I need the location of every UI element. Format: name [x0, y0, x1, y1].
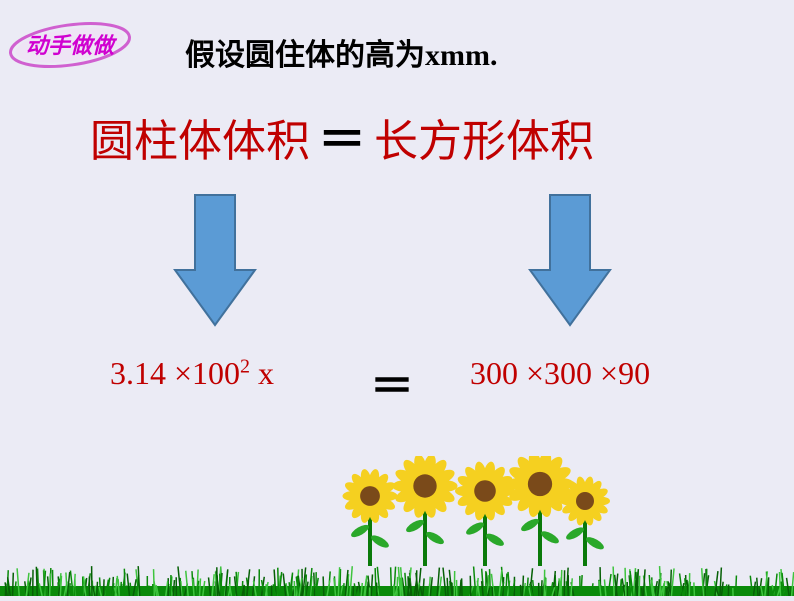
badge-text: 动手做做 [26, 33, 118, 58]
formula-left-text: 3.14 ×100 [110, 355, 240, 391]
arrow-left [170, 190, 260, 330]
formula-left-sup: 2 [240, 355, 250, 377]
arrow-right [525, 190, 615, 330]
equation-right: 长方形体积 [374, 117, 594, 166]
formula-left: 3.14 ×1002 x [110, 355, 274, 392]
equation-left: 圆柱体体积 [90, 117, 310, 166]
assumption-suffix: . [490, 39, 498, 72]
sunflowers-decoration [330, 456, 610, 576]
formula-left-tail: x [250, 355, 274, 391]
assumption-prefix: 假设圆住体的高为 [185, 39, 425, 72]
formula-right: 300 ×300 ×90 [470, 355, 650, 392]
assumption-text: 假设圆住体的高为xmm. [185, 30, 497, 74]
equation-top: 圆柱体体积＝长方形体积 [90, 100, 594, 170]
assumption-variable: xmm [425, 39, 490, 72]
formula-equals: ＝ [370, 350, 414, 414]
equation-equals: ＝ [318, 114, 366, 167]
badge-ellipse: 动手做做 [5, 20, 135, 70]
